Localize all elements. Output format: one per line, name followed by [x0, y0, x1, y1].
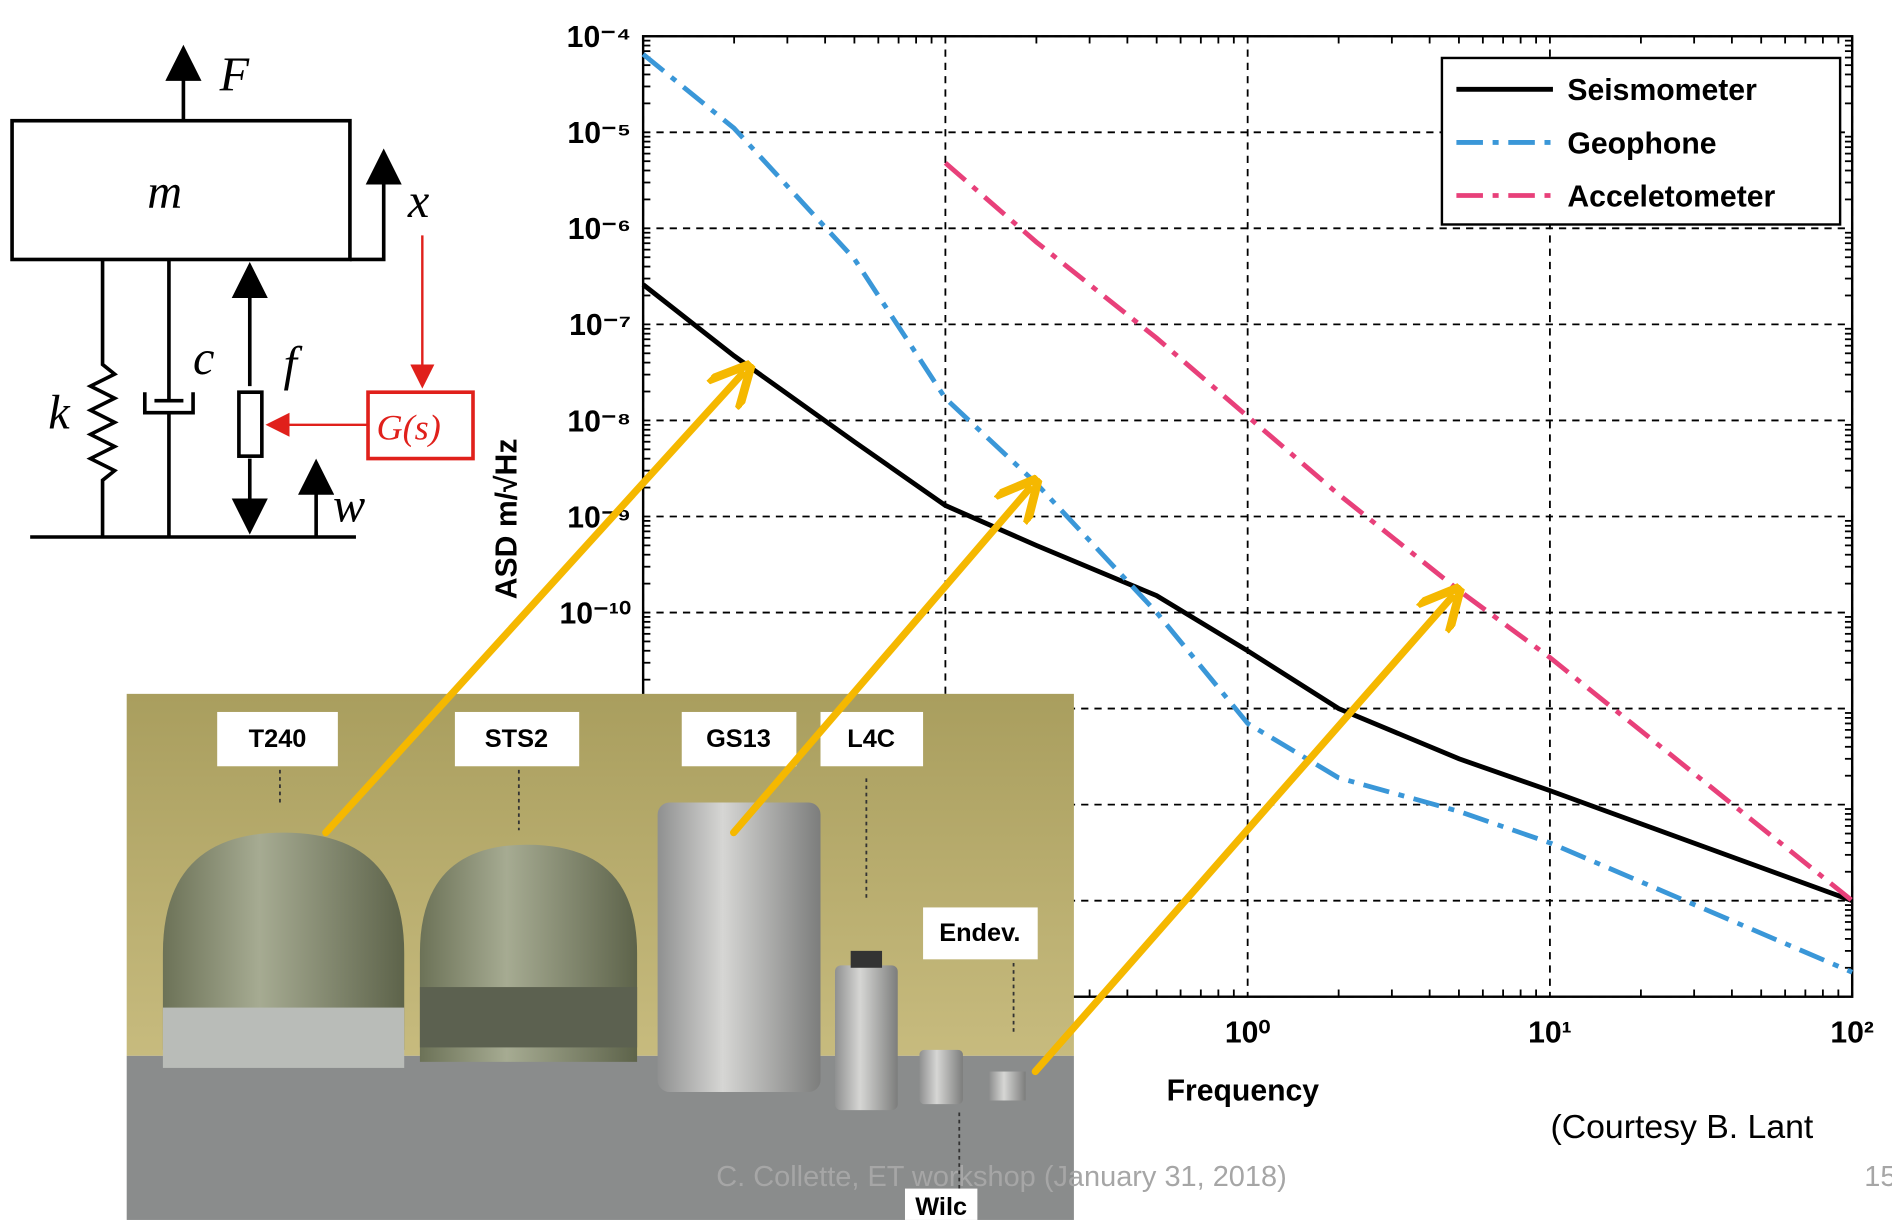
sensor-base — [163, 1008, 404, 1068]
x-tick-label: 10² — [1830, 1017, 1874, 1050]
x-tick-label: 10⁰ — [1225, 1017, 1271, 1050]
y-tick-label: 10⁻⁸ — [567, 405, 631, 438]
y-tick-label: 10⁻⁵ — [567, 117, 631, 150]
label: c — [193, 332, 214, 385]
label: STS2 — [485, 725, 548, 753]
footer-caption: C. Collette, ET workshop (January 31, 20… — [716, 1161, 1286, 1193]
slide: ASD m/√Hz Frequency 10⁻¹⁴10⁻¹³10⁻¹²10⁻¹¹… — [0, 0, 1892, 1220]
label: L4C — [847, 725, 895, 753]
credit: (Courtesy B. Lant — [1551, 1108, 1814, 1146]
x-tick-label: 10¹ — [1528, 1017, 1572, 1050]
label: m — [147, 166, 182, 219]
label: GS13 — [706, 725, 771, 753]
sensor-l4c — [835, 965, 898, 1110]
y-tick-label: 10⁻⁴ — [567, 21, 631, 54]
page-number: 15 — [1864, 1161, 1892, 1193]
mechanical-diagram — [12, 63, 473, 537]
photo: T240 STS2 GS13 L4C Endev. Wilc — [127, 694, 1074, 1220]
label: x — [407, 175, 430, 228]
sensor-gs13 — [658, 802, 821, 1092]
spring — [90, 259, 114, 537]
x-arrow — [350, 167, 384, 260]
x-axis-label: Frequency — [1167, 1074, 1320, 1107]
legend-label: Seismometer — [1567, 74, 1757, 107]
label: w — [333, 479, 365, 532]
label: k — [48, 386, 71, 439]
label: f — [284, 338, 303, 391]
legend-label: Acceletometer — [1567, 180, 1775, 213]
y-axis-label: ASD m/√Hz — [490, 439, 523, 600]
sensor-base — [420, 987, 637, 1047]
y-tick-label: 10⁻¹⁰ — [559, 597, 631, 630]
label: G(s) — [376, 407, 440, 447]
legend-label: Geophone — [1567, 127, 1716, 160]
sensor-wilc — [919, 1050, 962, 1104]
sensor-l4c-top — [851, 951, 882, 968]
label: T240 — [249, 725, 307, 753]
label: Endev. — [939, 919, 1020, 947]
label: Wilc — [915, 1193, 967, 1220]
sensor-endev — [989, 1072, 1025, 1101]
actuator — [239, 392, 262, 456]
label: F — [219, 49, 250, 102]
y-tick-label: 10⁻⁶ — [568, 213, 631, 246]
y-tick-label: 10⁻⁷ — [569, 309, 631, 342]
